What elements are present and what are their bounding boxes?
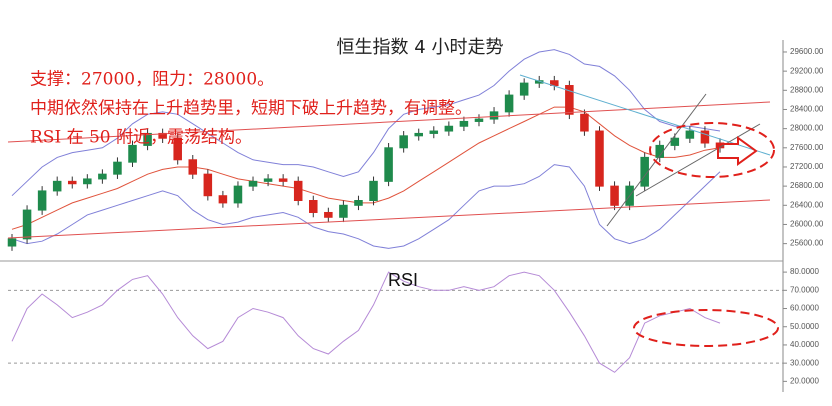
annotation: 中期依然保持在上升趋势里，短期下破上升趋势，有调整。 <box>30 99 472 119</box>
candle-body <box>519 82 529 96</box>
candle-body <box>128 144 137 163</box>
trend-line <box>7 199 771 239</box>
highlight-ellipse <box>633 309 779 347</box>
overlay-line <box>11 49 721 197</box>
candle-body <box>143 132 152 146</box>
y-tick-label: 28400.00 <box>790 105 824 114</box>
y-tick-label: 29600.00 <box>790 47 824 56</box>
candle-body <box>233 185 243 204</box>
candle-body <box>188 159 198 175</box>
candle-body <box>414 132 423 137</box>
trend-line <box>635 123 761 197</box>
candle-body <box>700 130 710 144</box>
annotation: 支撑：27000，阻力：28000。 <box>30 70 274 90</box>
candle-body <box>399 135 408 149</box>
marks: 25600.00 26000.00 26400.00 26800.00 27200.00… <box>7 47 824 385</box>
candle-body <box>83 178 92 185</box>
trend-line <box>606 93 707 227</box>
y-tick-label: 70.0000 <box>790 285 819 294</box>
candle-body <box>52 180 62 192</box>
y-tick-label: 27600.00 <box>790 143 824 152</box>
y-tick-label: 26800.00 <box>790 181 824 190</box>
candle-body <box>565 85 574 115</box>
candle-body <box>309 200 318 213</box>
candle-body <box>218 195 228 204</box>
annotation: RSI 在 50 附近，震荡结构。 <box>30 128 252 148</box>
y-tick-label: 28800.00 <box>790 85 824 94</box>
candle-body <box>429 130 439 134</box>
candle-body <box>580 113 589 132</box>
y-tick-label: 40.0000 <box>790 340 819 349</box>
y-tick-label: 60.0000 <box>790 304 819 313</box>
candle-body <box>640 156 649 187</box>
candle-body <box>670 137 680 146</box>
candle-body <box>173 137 182 161</box>
highlight-ellipse <box>649 122 775 178</box>
candle-body <box>369 180 378 202</box>
candle-body <box>278 178 288 182</box>
candle-body <box>384 147 393 182</box>
trend-line <box>7 101 771 143</box>
y-tick-label: 20.0000 <box>790 376 819 385</box>
overlay-line <box>11 106 721 230</box>
candle-body <box>113 161 122 175</box>
candle-body <box>595 130 604 187</box>
chart-title: 恒生指数 4 小时走势 <box>337 37 504 58</box>
candle-body <box>685 130 695 139</box>
rsi-line <box>11 271 721 373</box>
candle-body <box>293 180 303 202</box>
candle-body <box>67 180 77 185</box>
drawings <box>7 74 779 347</box>
candle-body <box>324 211 333 218</box>
candle-body <box>354 200 363 206</box>
y-tick-label: 28000.00 <box>790 124 824 133</box>
candle-body <box>248 180 258 187</box>
y-tick-label: 26400.00 <box>790 200 824 209</box>
candle-body <box>610 185 619 206</box>
candle-body <box>7 238 17 247</box>
y-tick-label: 26000.00 <box>790 220 824 229</box>
overlay-line <box>11 164 721 249</box>
panel-title: RSI <box>388 270 418 290</box>
y-tick-label: 80.0000 <box>790 267 819 276</box>
candle-body <box>504 94 514 113</box>
candle-body <box>263 178 273 182</box>
arrow <box>717 136 758 166</box>
candle-body <box>459 120 469 127</box>
y-tick-label: 30.0000 <box>790 358 819 367</box>
trend-line <box>519 74 771 156</box>
candle-body <box>203 173 213 197</box>
y-tick-label: 25600.00 <box>790 239 824 248</box>
y-tick-label: 29200.00 <box>790 66 824 75</box>
y-tick-label: 50.0000 <box>790 322 819 331</box>
candle-body <box>98 173 107 180</box>
candle-body <box>444 125 454 132</box>
y-tick-label: 27200.00 <box>790 162 824 171</box>
candle-body <box>474 118 484 122</box>
candle-body <box>489 111 499 120</box>
candle-body <box>339 204 348 218</box>
candle-body <box>37 190 47 211</box>
candle-body <box>22 209 32 240</box>
